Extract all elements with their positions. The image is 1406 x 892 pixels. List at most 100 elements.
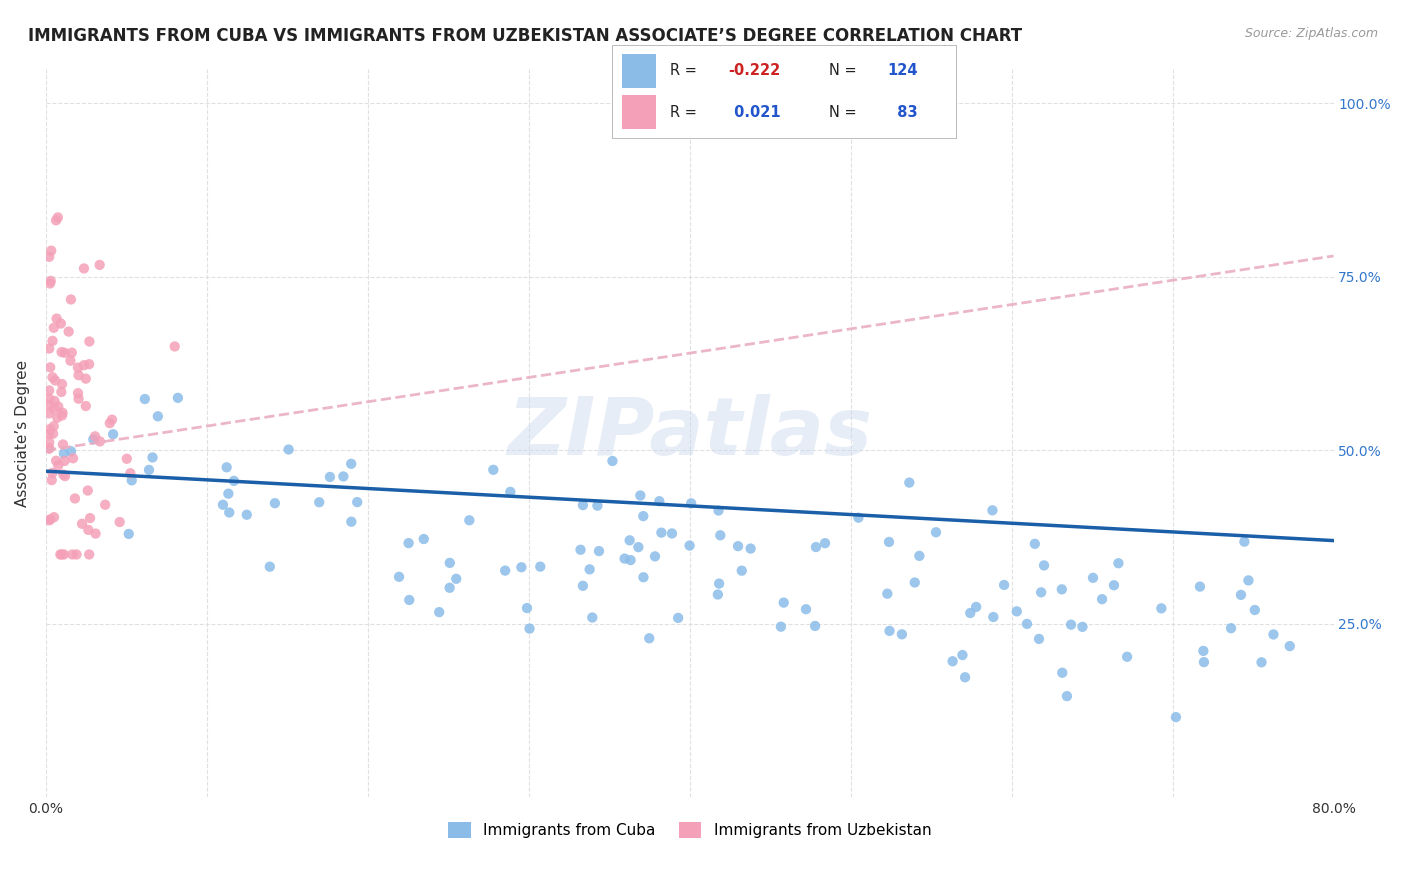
Point [1107,556,1129,570]
Point [519,622,541,636]
Point [332,469,354,483]
Point [740,541,762,556]
Point [59,293,82,307]
Point [707,576,730,591]
Point [52,446,75,460]
Point [41,334,63,348]
Point [388,570,411,584]
Text: R =: R = [671,63,702,78]
Point [236,508,259,522]
Point [67,392,90,406]
Point [346,495,368,509]
Point [772,596,794,610]
Point [67,368,90,383]
Text: 124: 124 [887,63,918,78]
Point [804,540,827,554]
Point [898,475,921,490]
Point [84,526,107,541]
Point [66,386,89,401]
Point [794,602,817,616]
Point [398,593,420,607]
Point [115,451,138,466]
Point [42,426,65,441]
Point [167,391,190,405]
Point [39,512,62,526]
Point [1091,592,1114,607]
Point [1050,582,1073,597]
Text: 0.021: 0.021 [728,104,780,120]
Point [79,511,101,525]
Point [77,357,100,371]
Point [876,587,898,601]
Point [1192,655,1215,669]
Point [76,483,98,498]
Point [39,360,62,375]
Point [1243,603,1265,617]
Point [848,510,870,524]
Point [904,575,927,590]
Point [731,564,754,578]
Point [38,422,60,436]
Point [1015,616,1038,631]
Point [118,527,141,541]
Y-axis label: Associate’s Degree: Associate’s Degree [15,359,30,507]
Point [52,548,75,562]
Point [77,523,100,537]
Point [707,503,730,517]
Point [44,394,66,409]
Point [60,548,83,562]
Point [49,317,72,331]
Point [53,454,76,468]
Point [769,620,792,634]
Point [51,409,73,423]
Point [444,572,467,586]
Point [84,429,107,443]
Point [340,457,363,471]
Point [82,433,104,447]
Point [613,551,636,566]
Point [163,339,186,353]
Point [45,311,67,326]
Point [51,377,73,392]
Point [63,491,86,506]
Point [44,373,66,387]
Point [38,442,60,456]
Point [427,605,450,619]
Point [661,526,683,541]
Point [681,496,703,510]
Point [707,587,730,601]
Point [46,410,69,425]
Point [70,516,93,531]
Point [42,419,65,434]
Text: 83: 83 [887,104,918,120]
Point [1060,617,1083,632]
Point [727,539,749,553]
Point [1071,620,1094,634]
Point [121,474,143,488]
Point [94,498,117,512]
Point [39,277,62,291]
Point [1192,644,1215,658]
Point [259,559,281,574]
Point [1102,578,1125,592]
Point [1056,689,1078,703]
Point [38,442,60,456]
Point [516,601,538,615]
Point [98,416,121,430]
Point [494,564,516,578]
Point [73,261,96,276]
Point [89,434,111,449]
Point [60,444,83,458]
Point [569,542,592,557]
Point [134,392,156,406]
Point [146,409,169,424]
Point [38,406,60,420]
Point [39,274,62,288]
Point [73,358,96,372]
Point [942,654,965,668]
Point [1188,580,1211,594]
Point [412,532,434,546]
Text: -0.222: -0.222 [728,63,780,78]
Point [814,536,837,550]
Point [581,610,603,624]
